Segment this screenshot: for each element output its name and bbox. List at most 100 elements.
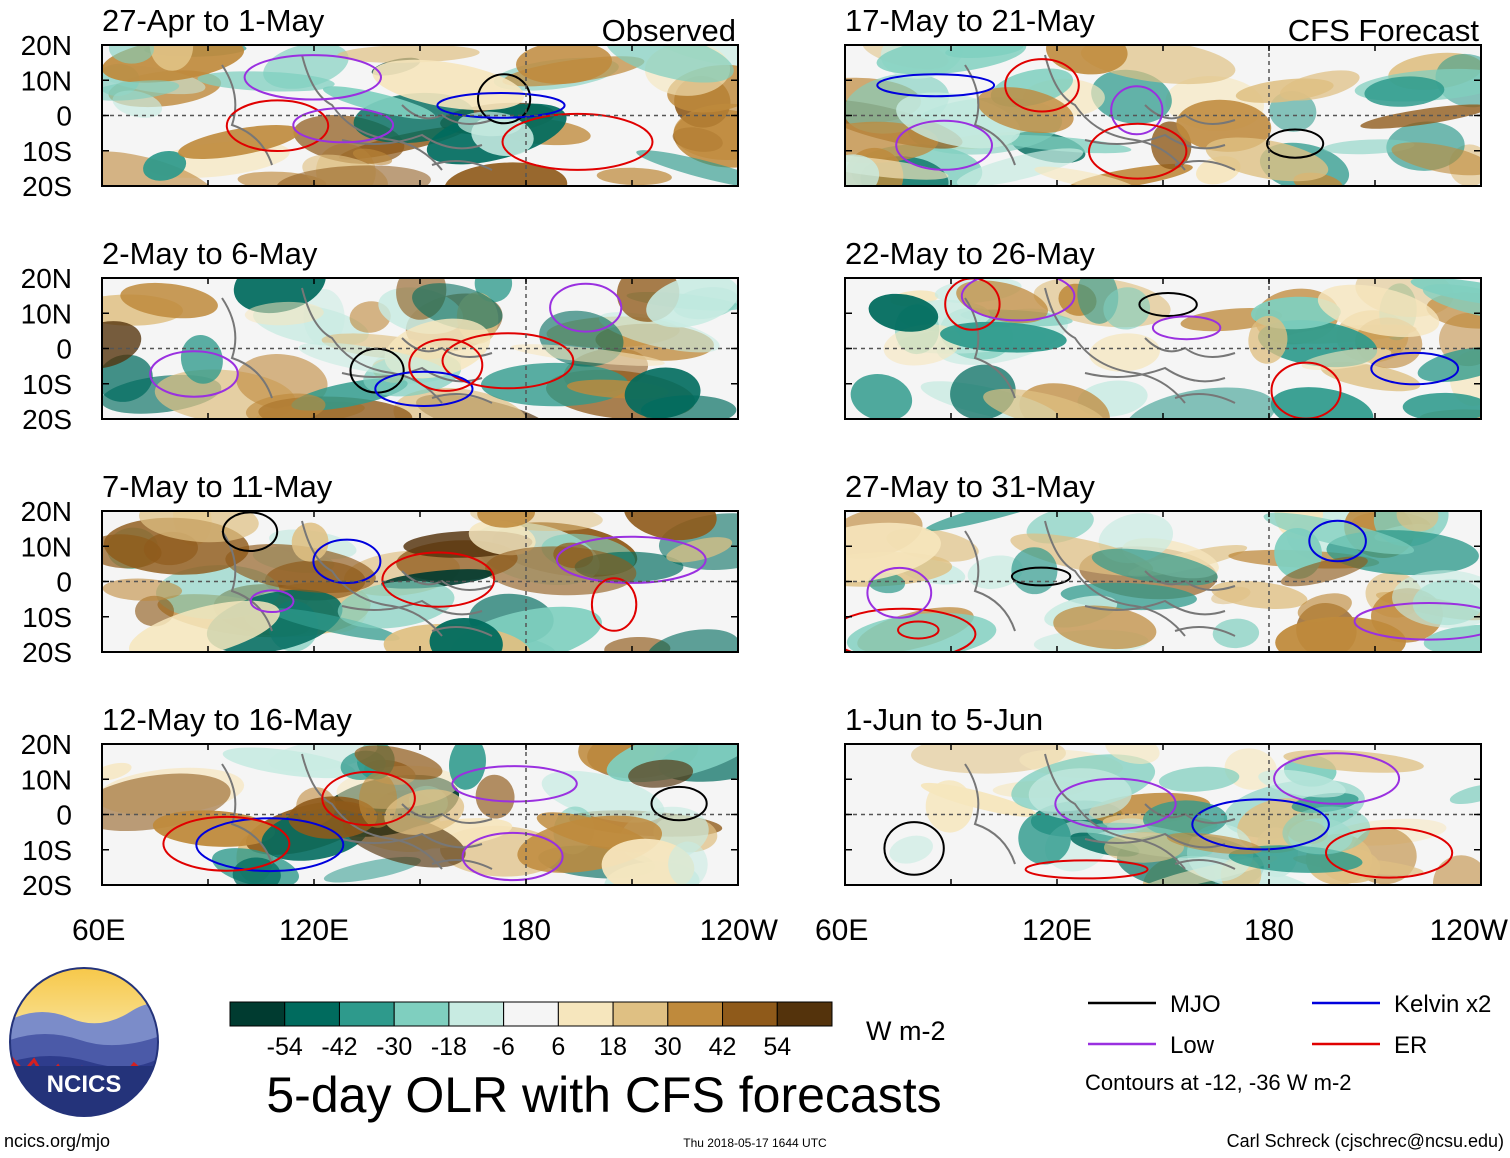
er-contour	[1325, 827, 1454, 879]
olr-negative-anomaly	[991, 134, 1132, 154]
mjo-contour	[477, 73, 532, 125]
olr-positive-anomaly	[623, 511, 717, 541]
olr-positive-anomaly	[983, 388, 1106, 419]
x-tick-label: 120W	[1430, 914, 1509, 947]
y-tick-label: 10S	[22, 136, 72, 167]
colorbar-bin	[284, 1001, 340, 1027]
footer-author: Carl Schreck (cjschrec@ncsu.edu)	[1227, 1131, 1504, 1151]
coastline	[964, 54, 1236, 171]
olr-negative-anomaly	[598, 312, 720, 353]
y-tick-label: 20N	[21, 30, 72, 61]
panel-title: 27-Apr to 1-May	[102, 3, 325, 38]
colorbar-label: 54	[763, 1033, 791, 1061]
er-contour	[590, 577, 638, 632]
olr-negative-anomaly	[1364, 76, 1445, 107]
panel-1: 27-Apr to 1-May 20N 10N 0 10S 20S Observed	[21, 3, 739, 202]
kelvin-contour	[312, 538, 382, 584]
olr-positive-anomaly	[288, 796, 378, 839]
olr-negative-anomaly	[967, 555, 1023, 589]
y-tick-label: 10N	[21, 65, 72, 96]
olr-positive-anomaly	[1320, 361, 1421, 392]
olr-positive-anomaly	[291, 522, 329, 562]
olr-positive-anomaly	[845, 121, 939, 164]
panel-title: 12-May to 16-May	[102, 702, 352, 737]
olr-negative-anomaly	[102, 80, 180, 101]
colorbar-bin	[612, 1001, 669, 1027]
low-contour	[1110, 85, 1164, 136]
x-tick-label: 180	[501, 914, 551, 947]
olr-positive-anomaly	[1211, 586, 1251, 605]
mjo-contour	[222, 511, 279, 553]
panel-title: 27-May to 31-May	[845, 469, 1095, 504]
colorbar-label: -42	[321, 1033, 357, 1061]
olr-negative-anomaly	[1263, 512, 1415, 555]
coastline	[221, 54, 493, 171]
kelvin-contour	[436, 92, 566, 119]
olr-positive-anomaly	[393, 387, 529, 419]
er-contour	[441, 332, 575, 390]
panel-5: 17-May to 21-May CFS Forecast	[844, 3, 1482, 187]
olr-negative-anomaly	[102, 354, 153, 402]
olr-positive-anomaly	[1104, 832, 1184, 863]
y-tick-label: 10S	[22, 602, 72, 633]
logo-text: NCICS	[47, 1071, 122, 1098]
colorbar-bin	[776, 1001, 833, 1027]
olr-positive-anomaly	[468, 520, 536, 556]
er-contour	[1088, 122, 1188, 180]
er-contour	[321, 770, 416, 827]
olr-negative-anomaly	[322, 86, 436, 120]
olr-negative-anomaly	[412, 283, 503, 331]
olr-positive-anomaly	[977, 87, 1074, 134]
colorbar-bin	[229, 1001, 286, 1027]
olr-positive-anomaly	[337, 45, 480, 63]
olr-positive-anomaly	[1283, 749, 1424, 773]
olr-negative-anomaly	[846, 612, 997, 652]
low-contour	[243, 54, 382, 101]
olr-negative-anomaly	[1402, 392, 1481, 419]
olr-positive-anomaly	[444, 162, 568, 186]
olr-negative-anomaly	[303, 289, 345, 346]
kelvin-contour	[195, 817, 345, 873]
y-tick-label: 20S	[22, 637, 72, 668]
coastline	[221, 287, 493, 404]
olr-positive-anomaly	[604, 636, 671, 652]
olr-positive-anomaly	[102, 151, 219, 186]
low-contour	[1273, 752, 1401, 805]
olr-positive-anomaly	[477, 511, 535, 528]
er-contour	[225, 99, 330, 152]
legend-item-low: Low	[1088, 1032, 1215, 1059]
low-contour	[1054, 777, 1177, 830]
olr-negative-anomaly	[1392, 570, 1481, 628]
olr-negative-anomaly	[1449, 784, 1481, 805]
olr-positive-anomaly	[1053, 605, 1157, 650]
olr-positive-anomaly	[1046, 45, 1128, 75]
olr-positive-anomaly	[1248, 315, 1288, 364]
olr-positive-anomaly	[1205, 137, 1329, 182]
panel-7: 27-May to 31-May	[844, 469, 1482, 653]
colorbar-label: 42	[709, 1033, 737, 1061]
legend-label: MJO	[1170, 991, 1221, 1018]
olr-negative-anomaly	[1125, 387, 1276, 419]
olr-negative-anomaly	[481, 362, 629, 407]
er-contour	[897, 620, 940, 640]
olr-positive-anomaly	[135, 595, 174, 627]
kelvin-contour	[374, 370, 474, 407]
observed-label: Observed	[602, 13, 736, 48]
olr-negative-anomaly	[1322, 139, 1415, 155]
olr-positive-anomaly	[1432, 855, 1481, 885]
olr-negative-anomaly	[668, 841, 708, 885]
y-tick-label: 10N	[21, 764, 72, 795]
olr-positive-anomaly	[276, 165, 431, 186]
y-tick-label: 10N	[21, 531, 72, 562]
panel-3: 7-May to 11-May 20N 10N 0 10S 20S	[21, 469, 739, 668]
er-contour	[162, 815, 291, 872]
legend-layer: MJO Kelvin x2 Low ER	[1088, 991, 1491, 1059]
y-tick-label: 20N	[21, 729, 72, 760]
olr-positive-anomaly	[372, 59, 525, 111]
olr-negative-anomaly	[143, 151, 187, 181]
colorbar-unit: W m-2	[866, 1016, 945, 1046]
olr-positive-anomaly	[596, 167, 672, 186]
colorbar-label: 30	[654, 1033, 682, 1061]
